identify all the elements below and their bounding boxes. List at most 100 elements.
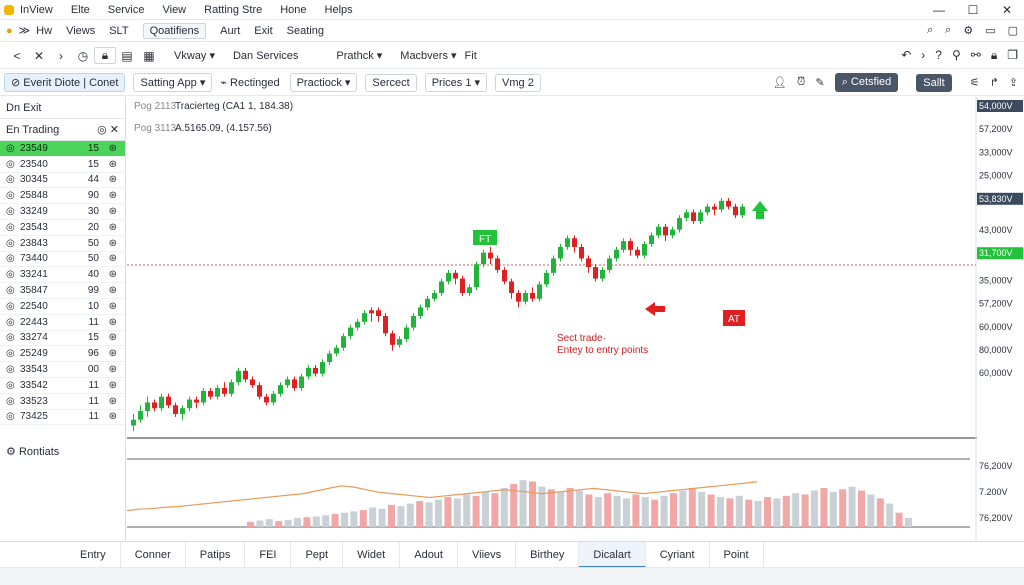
row-target-icon[interactable]: ⊛ — [108, 316, 117, 328]
candle-body[interactable] — [537, 284, 542, 299]
candle-body[interactable] — [488, 252, 493, 259]
close-small-icon[interactable]: ✕ — [109, 124, 119, 136]
dropdown-fit[interactable]: Fit — [464, 49, 477, 62]
maximize-icon[interactable]: ☐ — [967, 3, 979, 17]
candle-body[interactable] — [341, 336, 346, 348]
copy-icon[interactable]: ❐ — [1007, 48, 1018, 62]
candle-body[interactable] — [187, 399, 192, 409]
candle-body[interactable] — [719, 200, 724, 210]
dropdown-prathck[interactable]: Prathck ▾ — [336, 50, 383, 62]
candle-body[interactable] — [593, 267, 598, 279]
dropdown-macbvers[interactable]: Macbvers ▾ — [400, 50, 457, 62]
candle-body[interactable] — [656, 226, 661, 236]
bottom-tab-conner[interactable]: Conner — [121, 541, 186, 568]
settings-icon[interactable]: ⚙ — [963, 25, 974, 37]
lock-small-icon[interactable]: 🔒︎ — [990, 48, 998, 62]
user-icon[interactable]: 👤︎ — [772, 77, 787, 89]
candle-body[interactable] — [271, 393, 276, 403]
grid-icon[interactable]: ▦ — [143, 48, 155, 63]
candle-body[interactable] — [166, 396, 171, 406]
forward-icon[interactable]: ≫ — [18, 25, 31, 37]
crosshair-icon[interactable]: ✕ — [33, 48, 45, 63]
candle-body[interactable] — [278, 385, 283, 394]
row-target-icon[interactable]: ⊛ — [108, 300, 117, 312]
predict-dropdown[interactable]: Practiock ▾ — [289, 73, 358, 92]
screenshot-icon[interactable]: ▭ — [985, 25, 996, 37]
candle-body[interactable] — [229, 382, 234, 394]
candle-body[interactable] — [208, 390, 213, 397]
candle-body[interactable] — [369, 310, 374, 314]
row-target-icon[interactable]: ⊛ — [108, 332, 117, 344]
candle-body[interactable] — [502, 269, 507, 282]
menu-item-help[interactable]: Helps — [324, 3, 353, 16]
candle-body[interactable] — [145, 402, 150, 412]
layout-icon[interactable]: ▢ — [1007, 25, 1018, 37]
bottom-tab-point[interactable]: Point — [710, 541, 764, 568]
candle-body[interactable] — [691, 212, 696, 221]
row-target-icon[interactable]: ⊛ — [108, 237, 117, 249]
clock-icon[interactable]: ◷ — [77, 48, 89, 63]
candle-body[interactable] — [677, 218, 682, 230]
exit-tag[interactable] — [723, 310, 745, 326]
candle-body[interactable] — [572, 238, 577, 247]
share-icon[interactable]: ↱ — [989, 77, 999, 89]
candle-body[interactable] — [467, 287, 472, 293]
candle-body[interactable] — [194, 399, 199, 403]
candle-body[interactable] — [362, 313, 367, 322]
candle-body[interactable] — [243, 370, 248, 380]
menu-item-app[interactable]: InView — [20, 3, 53, 16]
pin-icon[interactable]: ⚲ — [951, 48, 961, 62]
candle-body[interactable] — [383, 316, 388, 334]
close-icon[interactable]: ✕ — [1001, 3, 1013, 17]
bottom-tab-fei[interactable]: FEI — [245, 541, 292, 568]
menu-item-home[interactable]: Hone — [280, 3, 307, 16]
candle-body[interactable] — [355, 321, 360, 328]
tab-slt[interactable]: SLT — [109, 24, 129, 37]
export-icon[interactable]: ⇪ — [1008, 77, 1018, 89]
candle-body[interactable] — [642, 244, 647, 256]
watchlist-row[interactable]: ◎ 25249 96 ⊛ — [0, 346, 125, 363]
bottom-tab-widet[interactable]: Widet — [343, 541, 401, 568]
sallt-button[interactable]: Sallt — [916, 73, 952, 92]
bottom-tab-entry[interactable]: Entry — [66, 541, 121, 568]
row-target-icon[interactable]: ⊛ — [108, 221, 117, 233]
forward-icon[interactable]: › — [59, 48, 63, 63]
entry-tag[interactable] — [473, 230, 497, 245]
record-icon[interactable]: ● — [6, 24, 13, 37]
candle-body[interactable] — [544, 272, 549, 285]
candle-body[interactable] — [614, 249, 619, 259]
menu-item-service[interactable]: Service — [107, 3, 145, 16]
candle-body[interactable] — [516, 293, 521, 302]
tab-exit[interactable]: Exit — [254, 24, 273, 37]
gear-small-icon[interactable]: ⚙ — [6, 446, 16, 458]
candle-body[interactable] — [320, 362, 325, 374]
event-date-button[interactable]: ⊘ Everit Diote | Conet — [4, 73, 126, 92]
candle-body[interactable] — [565, 238, 570, 247]
menu-item-view[interactable]: View — [162, 3, 187, 16]
target-icon[interactable]: ◎ — [97, 124, 107, 136]
candle-body[interactable] — [558, 246, 563, 259]
dropdown-services[interactable]: Dan Services — [232, 49, 299, 62]
watchlist-row[interactable]: ◎ 30345 44 ⊛ — [0, 173, 125, 189]
bottom-tab-birthey[interactable]: Birthey — [516, 541, 580, 568]
tab-hw[interactable]: Hw — [36, 24, 53, 37]
tab-qoatifiens[interactable]: Qoatifiens — [142, 22, 207, 39]
menu-item-rating[interactable]: Ratting Stre — [204, 3, 263, 16]
brush-icon[interactable]: ✎ — [815, 77, 825, 89]
candle-body[interactable] — [712, 206, 717, 210]
candle-body[interactable] — [446, 272, 451, 282]
row-target-icon[interactable]: ⊛ — [108, 348, 117, 360]
candle-body[interactable] — [390, 333, 395, 345]
candle-body[interactable] — [432, 293, 437, 299]
candle-body[interactable] — [250, 379, 255, 386]
candle-body[interactable] — [663, 226, 668, 236]
price-chart[interactable]: Pog 2113 Tracierteg (CA1 1, 184.38) Pog … — [127, 97, 1024, 541]
candle-body[interactable] — [411, 316, 416, 328]
candle-body[interactable] — [138, 411, 143, 420]
candle-body[interactable] — [740, 206, 745, 216]
watchlist-row[interactable]: ◎ 25848 90 ⊛ — [0, 188, 125, 205]
undo-icon[interactable]: ↶ — [901, 48, 912, 62]
candle-body[interactable] — [327, 353, 332, 363]
tab-seating[interactable]: Seating — [286, 24, 324, 37]
search-icon[interactable]: ⌕ — [926, 24, 934, 36]
